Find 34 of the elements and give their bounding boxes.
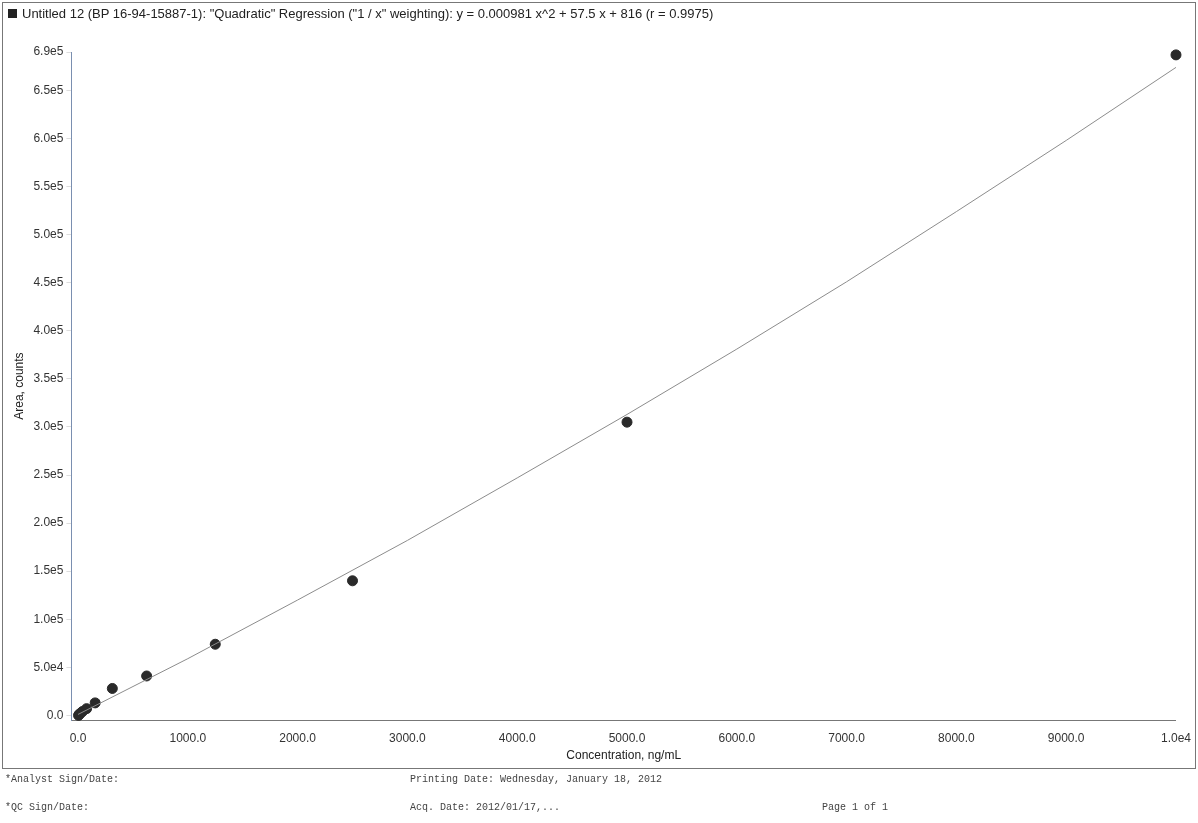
x-tick-label: 3000.0: [389, 730, 427, 745]
x-tick-label: 8000.0: [938, 730, 976, 745]
x-tick-label: 6000.0: [718, 730, 756, 745]
text: Page 1 of 1: [822, 802, 889, 813]
text: *Analyst Sign/Date:: [5, 774, 120, 785]
x-tick-label: 5000.0: [608, 730, 646, 745]
y-tick-label: 2.5e5: [33, 467, 64, 482]
x-axis-title: Concentration, ng/mL: [566, 748, 682, 763]
y-tick-label: 3.5e5: [33, 371, 64, 386]
y-tick-label: 5.5e5: [33, 178, 64, 193]
y-tick-label: 5.0e4: [33, 659, 64, 674]
y-tick-label: 6.5e5: [33, 82, 64, 97]
y-tick-label: 3.0e5: [33, 419, 64, 434]
text: Acq. Date: 2012/01/17,...: [410, 802, 561, 813]
x-tick-label: 2000.0: [279, 730, 317, 745]
y-tick-label: 2.0e5: [33, 515, 64, 530]
x-tick-label: 1000.0: [169, 730, 207, 745]
y-tick-label: 4.0e5: [33, 323, 64, 338]
x-tick-label: 7000.0: [828, 730, 866, 745]
y-tick-label: 1.5e5: [33, 563, 64, 578]
y-tick-label: 6.0e5: [33, 130, 64, 145]
x-tick-label: 0.0: [69, 730, 87, 745]
y-tick-label: 6.9e5: [33, 44, 64, 59]
chart-title: Untitled 12 (BP 16-94-15887-1): "Quadratic" Regression ("1 / x" weighting): y = 0.000981 x^2 + 57.5 x + 816 (r = 0.9975): [22, 6, 714, 21]
x-tick-label: 4000.0: [498, 730, 536, 745]
x-tick-label: 9000.0: [1047, 730, 1085, 745]
text: Printing Date: Wednesday, January 18, 2012: [410, 774, 663, 785]
text: *QC Sign/Date:: [5, 802, 90, 813]
y-tick-label: 1.0e5: [33, 611, 64, 626]
y-tick-label: 5.0e5: [33, 226, 64, 241]
y-axis-title: Area, counts: [11, 352, 26, 420]
y-tick-label: 0.0: [46, 707, 64, 722]
x-tick-label: 1.0e4: [1160, 730, 1192, 745]
y-tick-label: 4.5e5: [33, 275, 64, 290]
